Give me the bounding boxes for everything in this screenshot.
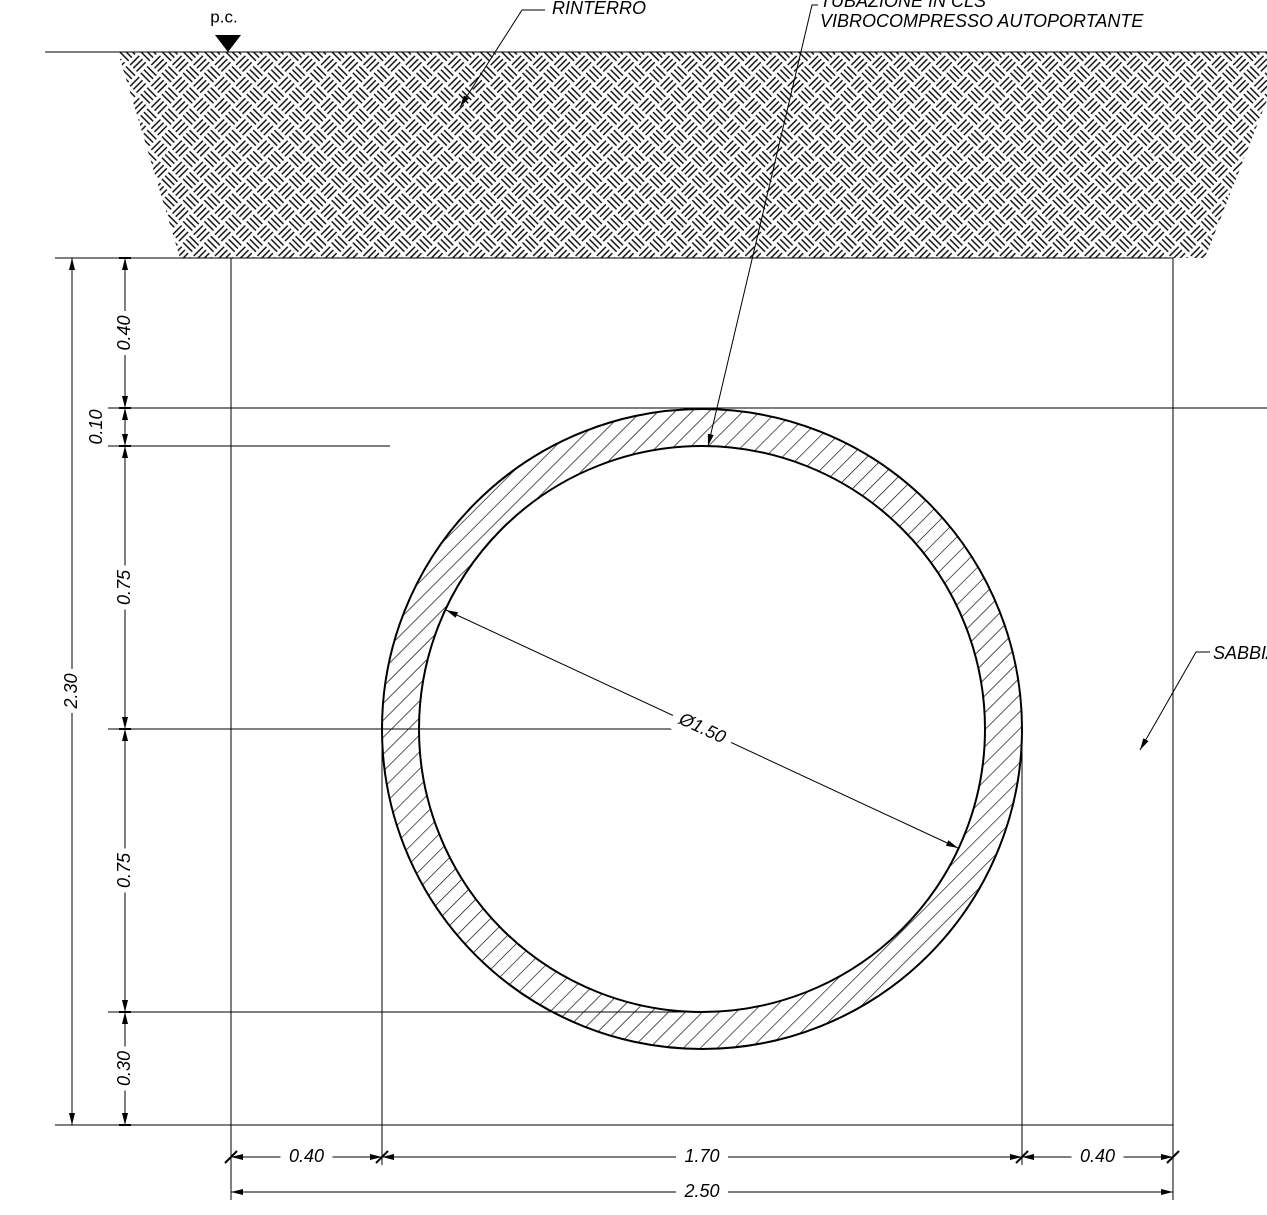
- dim-bg: [62, 669, 82, 713]
- dim-label: 1.70: [684, 1146, 719, 1166]
- pipe-outer: [381, 408, 1023, 1050]
- pipe-label: TUBAZIONE IN CLS: [820, 0, 986, 11]
- backfill-label: RINTERRO: [552, 0, 646, 18]
- extension-lines: [55, 257, 1267, 1200]
- dim-bg: [115, 848, 135, 893]
- leader: [1139, 651, 1210, 751]
- dim-label: 2.30: [61, 673, 81, 709]
- dim-label: 0.30: [114, 1051, 134, 1086]
- sand-bed: [230, 257, 1174, 1126]
- diameter-bg: [667, 701, 738, 755]
- ground-label: p.c.: [210, 7, 237, 26]
- dim-bg: [1071, 1146, 1124, 1168]
- dim-label: 0.75: [114, 569, 134, 605]
- dim-label: 2.50: [683, 1181, 719, 1201]
- dim-label: 0.40: [289, 1146, 324, 1166]
- backfill: [118, 52, 1267, 258]
- dim-bg: [115, 1046, 135, 1091]
- dim-label: 0.75: [114, 852, 134, 888]
- dim-label: 0.40: [114, 315, 134, 350]
- sand-label: SABBIA: [1213, 643, 1267, 663]
- dim-bg: [115, 565, 135, 610]
- leader: [707, 4, 818, 447]
- dim-bg: [676, 1146, 728, 1168]
- leader: [459, 9, 545, 108]
- dim-bg: [115, 311, 135, 355]
- dim-label: 0.40: [1080, 1146, 1115, 1166]
- ground-marker: [215, 35, 241, 52]
- dimensions: 0.40 0.10 0.75 0.75 0.30 2.30 0.40 1.70 0.40 2.50: [61, 257, 1180, 1203]
- pipe-label: VIBROCOMPRESSO AUTOPORTANTE: [820, 11, 1144, 31]
- dim-label: 0.10: [86, 409, 106, 444]
- pipe-inner: [418, 445, 986, 1013]
- dim-bg: [280, 1146, 333, 1168]
- dim-bg: [676, 1181, 728, 1203]
